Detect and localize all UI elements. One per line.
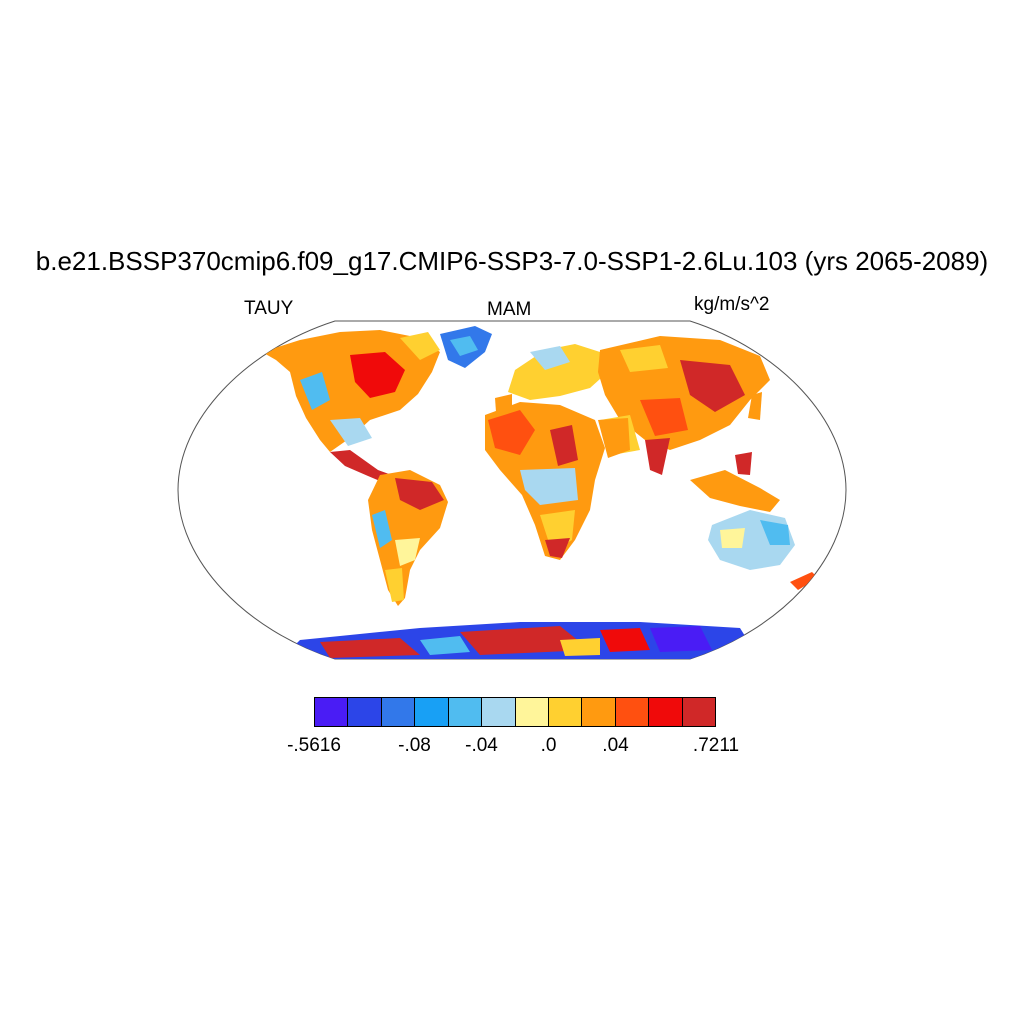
- colorbar-tick-label: -.5616: [287, 735, 341, 756]
- colorbar-swatch: [615, 698, 650, 726]
- colorbar-swatch: [582, 698, 616, 726]
- colorbar-swatch: [315, 698, 349, 726]
- season-label: MAM: [487, 299, 532, 320]
- colorbar-swatch: [381, 698, 416, 726]
- colorbar-tick-label: -.08: [398, 735, 431, 756]
- colorbar-swatch: [348, 698, 382, 726]
- colorbar-swatch: [515, 698, 549, 726]
- colorbar-swatch: [682, 698, 716, 726]
- colorbar-swatch: [482, 698, 516, 726]
- colorbar-swatch: [548, 698, 583, 726]
- colorbar-tick-label: -.04: [465, 735, 498, 756]
- colorbar-swatch: [415, 698, 449, 726]
- colorbar: [314, 697, 716, 727]
- europe: [508, 344, 610, 400]
- colorbar-tick-label: .0: [540, 735, 557, 756]
- southeast-asia: [690, 470, 780, 512]
- north-america: [262, 330, 440, 452]
- colorbar-tick-label: .04: [602, 735, 629, 756]
- colorbar-tick-label: .7211: [692, 735, 740, 756]
- colorbar-swatch: [649, 698, 683, 726]
- colorbar-swatch: [448, 698, 483, 726]
- variable-label: TAUY: [244, 298, 294, 319]
- units-label: kg/m/s^2: [694, 294, 770, 315]
- plot-title: b.e21.BSSP370cmip6.f09_g17.CMIP6-SSP3-7.…: [35, 246, 989, 276]
